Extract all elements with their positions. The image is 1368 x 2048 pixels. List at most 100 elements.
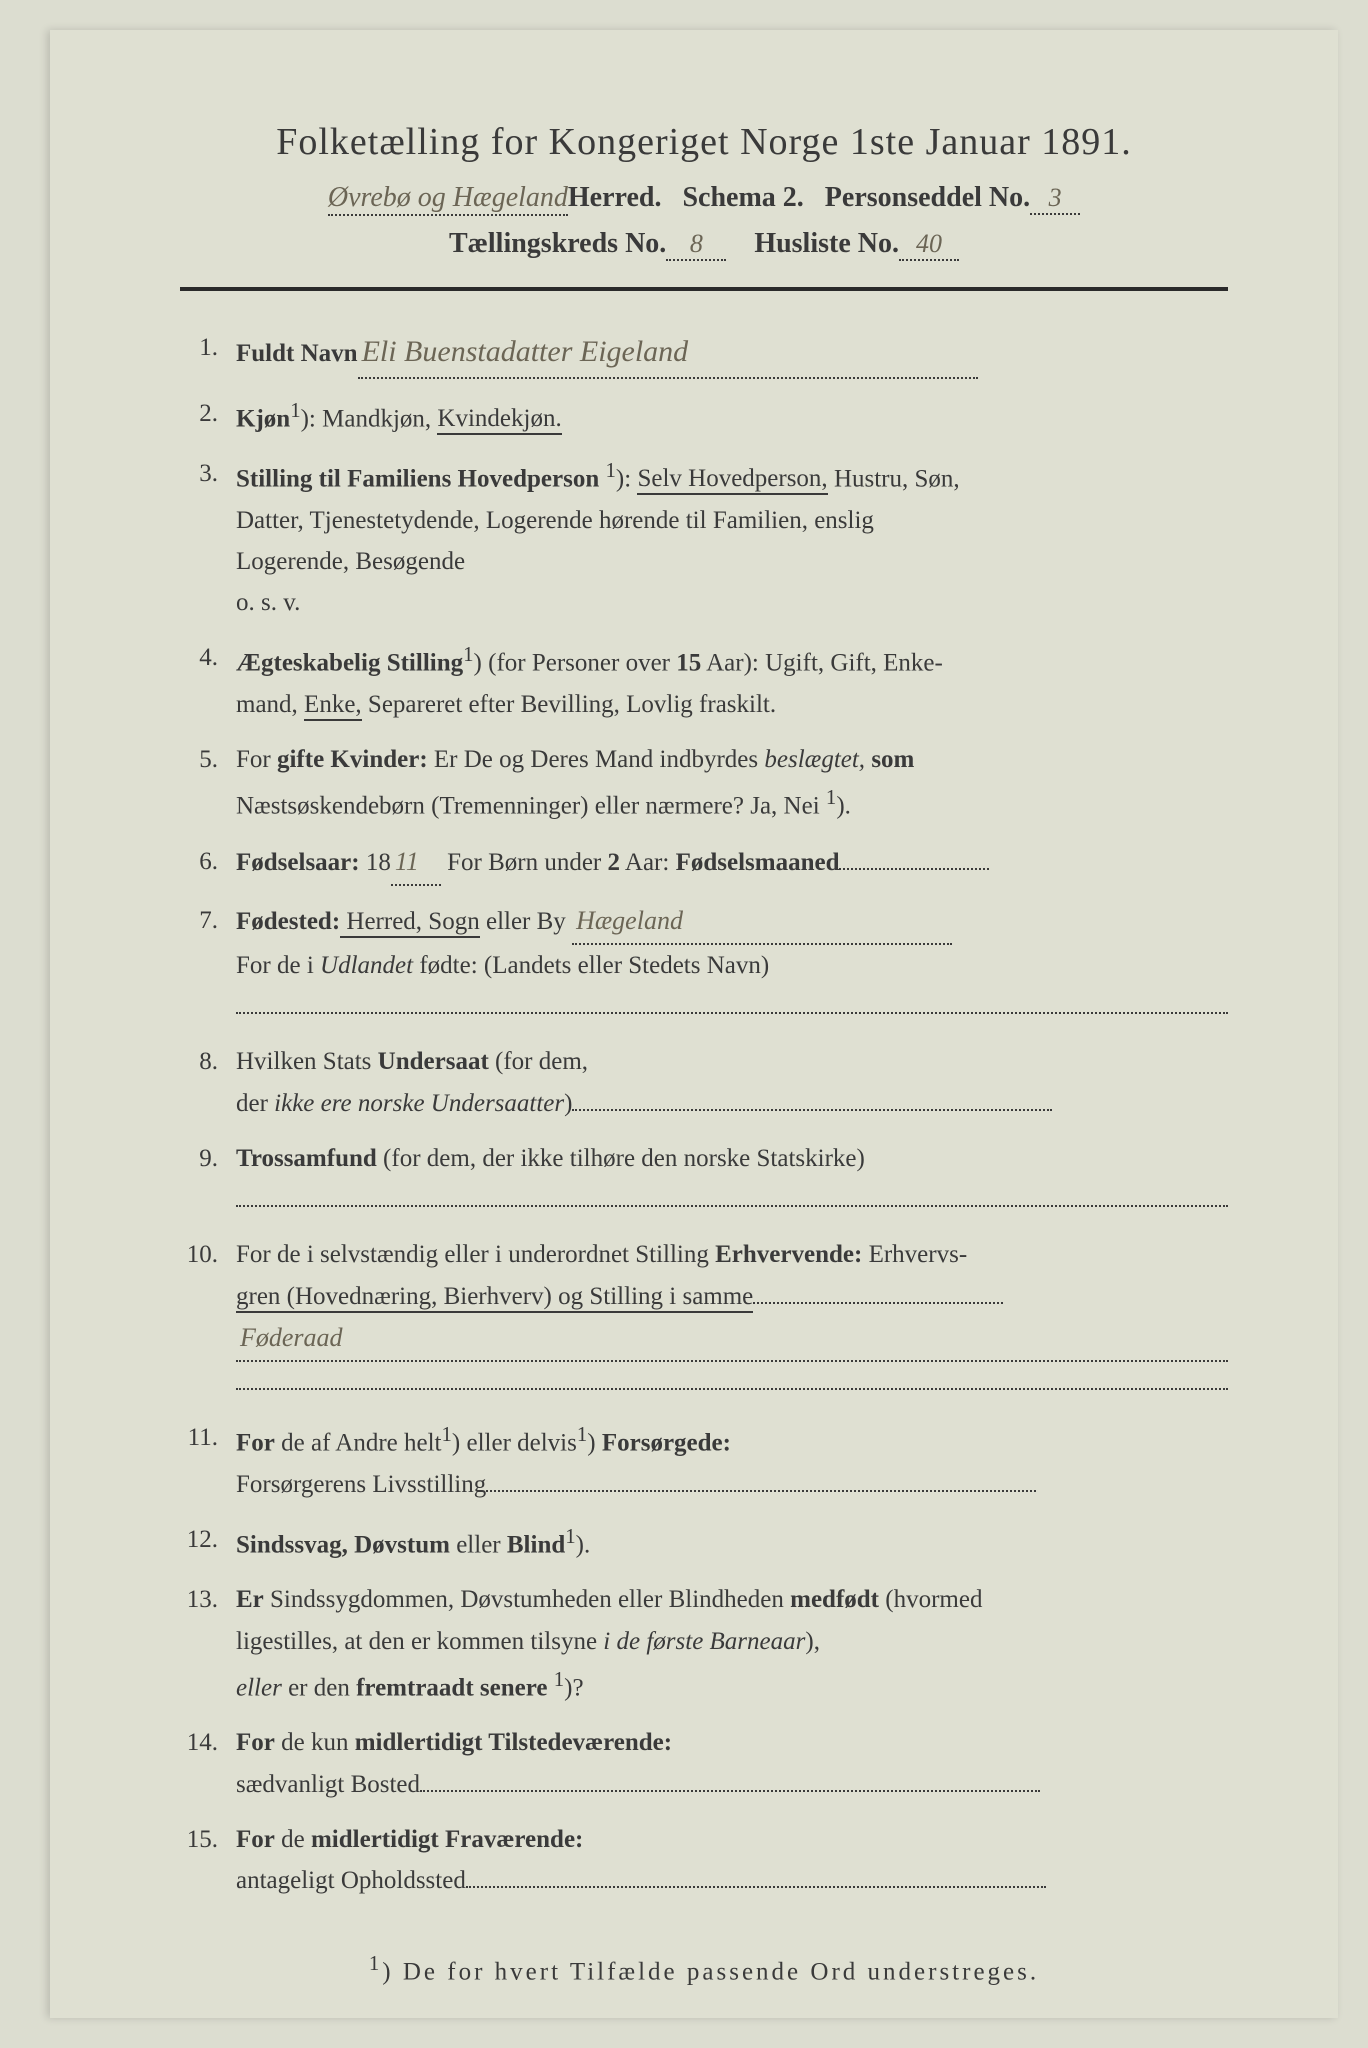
- item-num: 8.: [180, 1041, 236, 1082]
- b: medfødt: [790, 1586, 879, 1613]
- b: Forsørgede:: [602, 1429, 731, 1456]
- i: eller: [236, 1674, 282, 1701]
- item-10: 10. For de i selvstændig eller i underor…: [180, 1234, 1228, 1403]
- t: (for dem, der ikke tilhøre den norske St…: [377, 1145, 865, 1172]
- t: (hvormed: [879, 1586, 982, 1613]
- t: sædvanligt Bosted: [236, 1771, 420, 1798]
- item-content: Hvilken Stats Undersaat (for dem, der ik…: [236, 1041, 1228, 1124]
- b: midlertidigt Tilstedeværende:: [355, 1729, 672, 1756]
- item-num: 1.: [180, 327, 236, 368]
- t: Er De og Deres Mand indbyrdes: [428, 746, 765, 773]
- t: de kun: [275, 1729, 355, 1756]
- b: som: [865, 746, 914, 773]
- sup: 1: [463, 642, 473, 666]
- kjon-opt: Mandkjøn,: [322, 405, 437, 432]
- stilling-rest: Hustru, Søn,: [828, 465, 960, 492]
- t: Hvilken Stats: [236, 1048, 378, 1075]
- fodested-label: Fødested:: [236, 908, 340, 935]
- item-2: 2. Kjøn1): Mandkjøn, Kvindekjøn.: [180, 393, 1228, 440]
- item-content: For de kun midlertidigt Tilstedeværende:…: [236, 1722, 1228, 1805]
- item-num: 2.: [180, 393, 236, 434]
- aegte-paren2: Aar): Ugift, Gift, Enke-: [701, 650, 943, 677]
- aegte-paren: (for Personer over: [482, 650, 676, 677]
- sup: 1: [605, 458, 615, 482]
- stilling-line4: o. s. v.: [236, 589, 300, 616]
- footnote: 1) De for hvert Tilfælde passende Ord un…: [180, 1951, 1228, 1986]
- item-13: 13. Er Sindssygdommen, Døvstumheden elle…: [180, 1579, 1228, 1708]
- item-14: 14. For de kun midlertidigt Tilstedevære…: [180, 1722, 1228, 1805]
- t: de: [275, 1826, 311, 1853]
- i: i de første Barneaar: [603, 1628, 805, 1655]
- i: Udlandet: [320, 952, 413, 979]
- t: Aar:: [620, 849, 676, 876]
- stilling-label: Stilling til Familiens Hovedperson: [236, 465, 599, 492]
- t: )?: [564, 1674, 583, 1701]
- item-content: Fødested: Herred, Sogn eller By Hægeland…: [236, 900, 1228, 1027]
- t: For de i: [236, 952, 320, 979]
- t: eller: [450, 1531, 507, 1558]
- b: Undersaat: [378, 1048, 489, 1075]
- item-num: 11.: [180, 1417, 236, 1458]
- b: Erhvervende:: [715, 1241, 862, 1268]
- sup: 1: [565, 1524, 575, 1548]
- u: gren (Hovednæring, Bierhverv) og Stillin…: [236, 1283, 753, 1313]
- aegte-underlined: Enke,: [304, 691, 362, 721]
- taellingskreds-label: Tællingskreds No.: [449, 228, 666, 259]
- b: fremtraadt senere: [356, 1674, 547, 1701]
- kjon-underlined: Kvindekjøn.: [437, 405, 561, 435]
- fodested-value: Hægeland: [572, 900, 952, 945]
- taellingskreds-no: 8: [666, 229, 726, 261]
- i: beslægtet,: [764, 746, 865, 773]
- item-num: 4.: [180, 637, 236, 678]
- t: fødte: (Landets eller Stedets Navn): [413, 952, 769, 979]
- item-num: 10.: [180, 1234, 236, 1275]
- item-8: 8. Hvilken Stats Undersaat (for dem, der…: [180, 1041, 1228, 1124]
- stilling-underlined: Selv Hovedperson,: [637, 465, 827, 495]
- item-3: 3. Stilling til Familiens Hovedperson 1)…: [180, 453, 1228, 623]
- item-1: 1. Fuldt NavnEli Buenstadatter Eigeland: [180, 327, 1228, 379]
- kjon-label: Kjøn: [236, 405, 290, 432]
- b: For: [236, 1826, 275, 1853]
- dots: [839, 868, 989, 870]
- herred-label: Herred.: [568, 182, 662, 213]
- aegte-line2a: mand,: [236, 691, 304, 718]
- footnote-text: ) De for hvert Tilfælde passende Ord und…: [382, 1959, 1039, 1986]
- item-7: 7. Fødested: Herred, Sogn eller By Hægel…: [180, 900, 1228, 1027]
- i: ikke ere norske Undersaatter: [274, 1090, 564, 1117]
- item-num: 9.: [180, 1138, 236, 1179]
- fodselsaar-value: 11: [391, 841, 441, 886]
- u: Herred, Sogn: [340, 908, 480, 938]
- husliste-no: 40: [899, 229, 959, 261]
- sup: 1: [290, 398, 300, 422]
- item-num: 7.: [180, 900, 236, 941]
- t: er den: [282, 1674, 356, 1701]
- t: Sindssygdommen, Døvstumheden eller Blind…: [264, 1586, 790, 1613]
- dots: [466, 1886, 1046, 1888]
- item-num: 12.: [180, 1519, 236, 1560]
- dots: [486, 1490, 1036, 1492]
- item-content: Fuldt NavnEli Buenstadatter Eigeland: [236, 327, 1228, 379]
- footnote-sup: 1: [369, 1951, 382, 1975]
- stilling-line2: Datter, Tjenestetydende, Logerende høren…: [236, 507, 874, 534]
- item-content: For de i selvstændig eller i underordnet…: [236, 1234, 1228, 1403]
- personseddel-label: Personseddel No.: [825, 182, 1030, 213]
- item-num: 6.: [180, 841, 236, 882]
- t: For de i selvstændig eller i underordnet…: [236, 1241, 715, 1268]
- dots: [572, 1109, 1052, 1111]
- item-6: 6. Fødselsaar: 1811 For Børn under 2 Aar…: [180, 841, 1228, 886]
- b: Sindssvag, Døvstum: [236, 1531, 450, 1558]
- t: (for dem,: [489, 1048, 588, 1075]
- fodselsaar-label: Fødselsaar:: [236, 849, 360, 876]
- sup: 1: [441, 1422, 451, 1446]
- item-content: Trossamfund (for dem, der ikke tilhøre d…: [236, 1138, 1228, 1221]
- t: Forsørgerens Livsstilling: [236, 1471, 486, 1498]
- dots: [236, 1388, 1228, 1390]
- item-content: Stilling til Familiens Hovedperson 1): S…: [236, 453, 1228, 623]
- t: For: [236, 746, 277, 773]
- b: 2: [608, 849, 621, 876]
- item-content: For de midlertidigt Fraværende: antageli…: [236, 1819, 1228, 1902]
- fuldt-navn-value: Eli Buenstadatter Eigeland: [358, 327, 978, 379]
- husliste-label: Husliste No.: [754, 228, 899, 259]
- item-11: 11. For de af Andre helt1) eller delvis1…: [180, 1417, 1228, 1505]
- t: ).: [836, 793, 851, 820]
